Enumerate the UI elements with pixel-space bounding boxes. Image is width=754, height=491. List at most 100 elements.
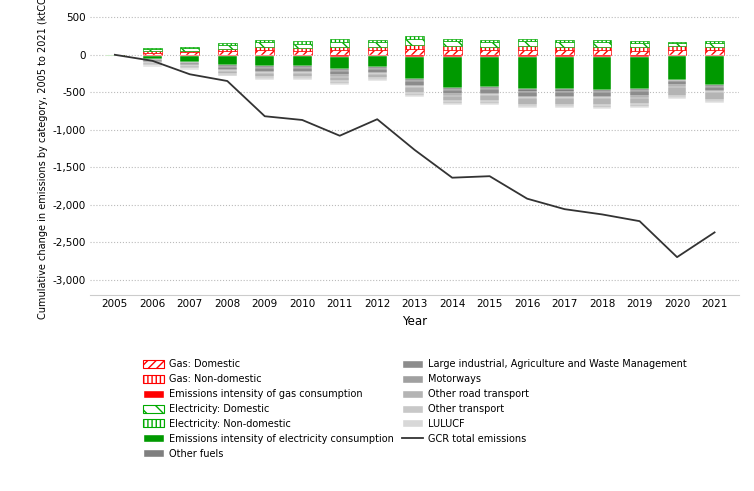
Bar xyxy=(256,73,274,77)
Bar xyxy=(630,43,649,47)
Bar xyxy=(368,50,387,55)
Bar xyxy=(593,90,611,92)
Bar xyxy=(406,93,424,96)
Bar xyxy=(668,85,686,86)
Bar xyxy=(555,42,574,47)
Bar xyxy=(630,55,649,57)
Bar xyxy=(593,92,611,97)
Bar xyxy=(293,41,311,44)
Bar xyxy=(480,55,499,56)
Bar xyxy=(368,47,387,50)
Bar xyxy=(480,104,499,105)
Bar xyxy=(443,50,461,55)
Bar xyxy=(368,56,387,67)
Bar xyxy=(593,50,611,55)
Bar xyxy=(443,55,461,57)
Bar xyxy=(518,98,537,105)
Bar xyxy=(705,87,724,91)
Bar xyxy=(143,66,161,67)
Bar xyxy=(705,100,724,102)
Bar xyxy=(630,91,649,96)
Bar xyxy=(218,67,237,70)
Bar xyxy=(406,96,424,97)
Bar xyxy=(630,41,649,43)
Bar xyxy=(443,41,461,46)
Bar xyxy=(705,85,724,87)
Bar xyxy=(256,56,274,66)
Bar xyxy=(330,81,349,83)
Bar xyxy=(593,55,611,57)
Bar xyxy=(668,98,686,99)
Bar xyxy=(443,96,461,101)
Bar xyxy=(518,91,537,97)
Bar xyxy=(555,91,574,97)
Bar xyxy=(368,74,387,78)
Legend: Gas: Domestic, Gas: Non-domestic, Emissions intensity of gas consumption, Electr: Gas: Domestic, Gas: Non-domestic, Emissi… xyxy=(139,356,690,462)
Bar xyxy=(180,47,199,48)
Bar xyxy=(293,66,311,68)
Bar xyxy=(705,43,724,47)
Bar xyxy=(555,89,574,91)
Bar xyxy=(593,42,611,47)
Bar xyxy=(330,42,349,47)
Bar xyxy=(668,50,686,55)
Bar xyxy=(143,59,161,60)
Bar xyxy=(593,97,611,99)
Bar xyxy=(555,97,574,98)
Bar xyxy=(293,79,311,80)
Bar xyxy=(480,47,499,50)
Bar xyxy=(593,40,611,42)
Bar xyxy=(668,80,686,81)
Bar xyxy=(143,48,161,49)
Bar xyxy=(330,69,349,71)
Bar xyxy=(293,51,311,55)
Bar xyxy=(368,73,387,74)
Bar xyxy=(593,99,611,105)
Bar xyxy=(330,77,349,81)
Bar xyxy=(368,55,387,56)
Bar xyxy=(555,55,574,57)
Bar xyxy=(593,47,611,50)
Bar xyxy=(368,67,387,69)
Bar xyxy=(406,57,424,79)
Bar xyxy=(668,46,686,50)
Bar xyxy=(256,50,274,55)
Bar xyxy=(218,49,237,51)
Bar xyxy=(705,50,724,55)
Bar xyxy=(293,55,311,56)
Bar xyxy=(518,50,537,55)
Bar xyxy=(368,42,387,47)
Bar xyxy=(443,104,461,105)
Bar xyxy=(555,108,574,109)
Bar xyxy=(406,49,424,55)
Bar xyxy=(443,87,461,90)
Bar xyxy=(143,63,161,65)
Bar xyxy=(406,55,424,57)
Bar xyxy=(705,41,724,43)
Bar xyxy=(518,105,537,108)
Bar xyxy=(555,105,574,108)
Bar xyxy=(443,101,461,104)
Bar xyxy=(180,63,199,65)
Bar xyxy=(668,55,686,56)
Bar xyxy=(593,108,611,109)
Bar xyxy=(443,39,461,41)
Bar xyxy=(705,91,724,92)
Bar xyxy=(668,43,686,46)
Bar xyxy=(180,66,199,68)
Bar xyxy=(555,98,574,105)
Bar xyxy=(293,73,311,77)
Bar xyxy=(518,97,537,98)
Bar xyxy=(256,42,274,47)
Bar xyxy=(330,47,349,50)
Bar xyxy=(668,42,686,43)
Bar xyxy=(518,55,537,57)
Bar xyxy=(480,101,499,104)
Bar xyxy=(293,48,311,51)
Bar xyxy=(180,69,199,70)
Bar xyxy=(406,39,424,45)
Bar xyxy=(480,87,499,89)
Bar xyxy=(180,68,199,69)
Bar xyxy=(218,70,237,71)
Bar xyxy=(555,47,574,50)
